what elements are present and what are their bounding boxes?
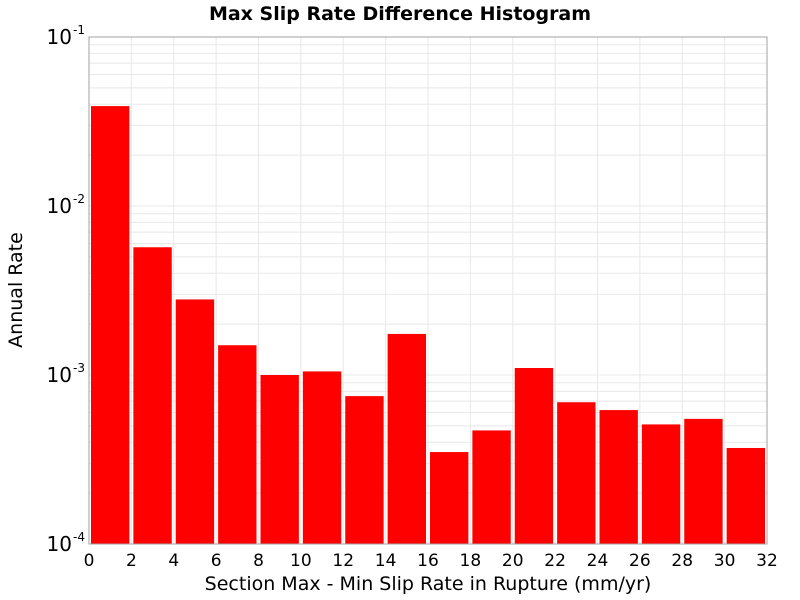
y-tick-exponent: -2	[73, 192, 85, 206]
x-tick-label: 0	[84, 551, 95, 571]
x-tick-label: 22	[544, 551, 566, 571]
bars	[91, 106, 765, 545]
histogram-bar	[133, 247, 172, 545]
histogram-bar	[726, 447, 765, 544]
histogram-bar	[514, 368, 554, 544]
x-tick-label: 10	[290, 551, 312, 571]
histogram-bar	[599, 410, 638, 544]
x-tick-label: 28	[671, 551, 693, 571]
histogram-bar	[641, 424, 681, 544]
y-tick-exponent: -4	[73, 530, 85, 544]
histogram-bar	[345, 396, 384, 544]
histogram-bar	[302, 371, 342, 544]
histogram-bar	[387, 333, 426, 544]
x-tick-label: 26	[629, 551, 651, 571]
x-tick-label: 20	[502, 551, 524, 571]
y-tick-base: 10	[47, 194, 72, 218]
y-tick-label: 10 -2	[47, 192, 85, 218]
y-tick-label: 10 -1	[47, 23, 85, 49]
y-tick-base: 10	[47, 532, 72, 556]
y-tick-exponent: -3	[73, 361, 85, 375]
y-tick-exponent: -1	[73, 23, 85, 37]
x-tick-label: 14	[375, 551, 397, 571]
histogram-bar	[472, 430, 511, 544]
histogram-bar	[175, 299, 215, 544]
histogram-bar	[430, 452, 469, 544]
y-tick-base: 10	[47, 363, 72, 387]
y-tick-labels: 10-110-210-310-4	[47, 23, 85, 556]
y-tick-base: 10	[47, 25, 72, 49]
x-tick-label: 4	[168, 551, 179, 571]
histogram-bar	[91, 106, 130, 545]
x-tick-label: 30	[714, 551, 736, 571]
histogram-bar	[557, 402, 596, 544]
x-tick-label: 24	[587, 551, 609, 571]
x-tick-label: 18	[460, 551, 482, 571]
y-tick-label: 10 -4	[47, 530, 85, 556]
chart-title: Max Slip Rate Difference Histogram	[209, 3, 591, 25]
x-tick-label: 6	[211, 551, 222, 571]
x-tick-label: 16	[417, 551, 439, 571]
x-tick-label: 12	[332, 551, 354, 571]
x-tick-labels: 0 2 4 6 8 10 12 14 16 18 20 22 24 26 28 30 32	[84, 551, 778, 571]
histogram-bar	[260, 375, 299, 544]
y-axis-label: Annual Rate	[5, 232, 27, 348]
y-tick-label: 10 -3	[47, 361, 85, 387]
x-tick-label: 32	[756, 551, 778, 571]
histogram-bar	[684, 418, 723, 544]
x-tick-label: 2	[126, 551, 137, 571]
x-axis-label: Section Max - Min Slip Rate in Rupture (…	[205, 573, 652, 595]
plot-frame	[88, 36, 768, 545]
histogram-bar	[218, 345, 257, 544]
x-tick-label: 8	[253, 551, 264, 571]
